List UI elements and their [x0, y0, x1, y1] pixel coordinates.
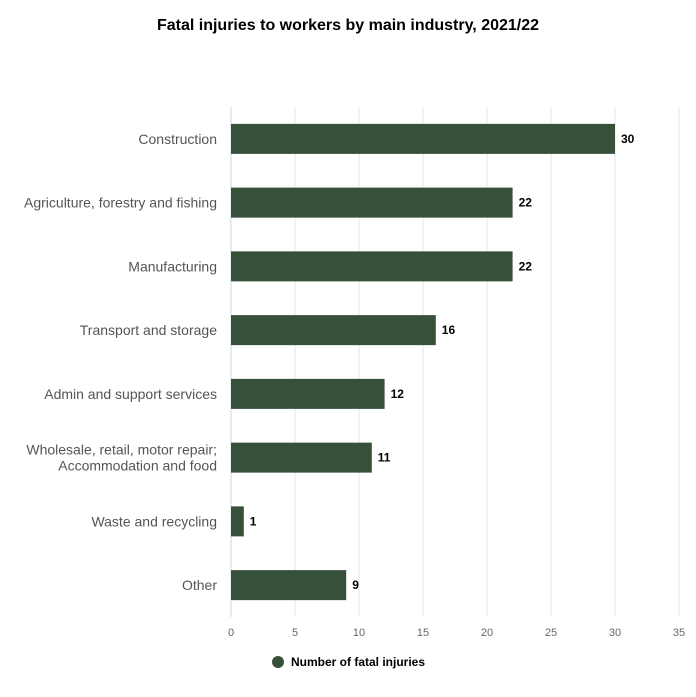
x-tick-label: 5 [292, 627, 298, 639]
data-label: 22 [519, 259, 533, 273]
x-tick-label: 25 [545, 627, 557, 639]
gridlines [230, 107, 680, 617]
bar[interactable] [231, 123, 615, 154]
bar[interactable] [231, 442, 372, 473]
bar[interactable] [231, 315, 436, 346]
data-label: 16 [442, 323, 456, 337]
data-label: 11 [378, 451, 391, 465]
data-label: 30 [621, 132, 635, 146]
x-tick-label: 20 [481, 627, 493, 639]
bars: Construction 30 Agriculture, forestry and … [24, 123, 635, 601]
chart-title: Fatal injuries to workers by main indust… [157, 17, 539, 34]
category-label: Construction [138, 131, 217, 147]
category-label: Transport and storage [80, 322, 217, 338]
legend-label: Number of fatal injuries [291, 655, 425, 669]
data-label: 12 [391, 387, 405, 401]
x-tick-label: 10 [353, 627, 365, 639]
category-label: Admin and support services [44, 386, 217, 402]
data-label: 9 [352, 578, 359, 592]
bar[interactable] [231, 378, 385, 409]
x-tick-label: 35 [673, 627, 685, 639]
x-axis-ticks: 0 5 10 15 20 25 30 35 [228, 627, 685, 639]
category-label: Other [182, 577, 217, 593]
bar[interactable] [231, 506, 244, 537]
category-label: Waste and recycling [91, 513, 217, 529]
data-label: 1 [250, 514, 257, 528]
category-label: Manufacturing [128, 258, 217, 274]
bar[interactable] [231, 187, 513, 218]
x-tick-label: 0 [228, 627, 234, 639]
category-label: Wholesale, retail, motor repair; Accommod… [26, 442, 217, 474]
legend-marker [272, 656, 284, 668]
bar[interactable] [231, 570, 347, 601]
data-label: 22 [519, 196, 533, 210]
bar[interactable] [231, 251, 513, 282]
legend[interactable]: Number of fatal injuries [272, 655, 425, 669]
x-tick-label: 15 [417, 627, 429, 639]
x-tick-label: 30 [609, 627, 621, 639]
category-label: Agriculture, forestry and fishing [24, 195, 217, 211]
